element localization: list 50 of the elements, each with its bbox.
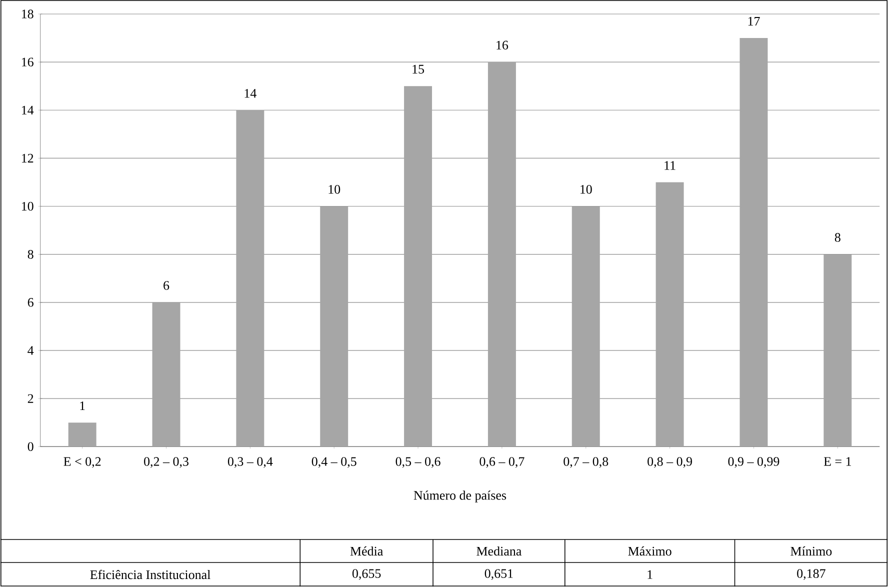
- x-axis-title: Número de países: [414, 490, 506, 502]
- data-label: 11: [664, 161, 676, 170]
- y-tick-label: 14: [22, 106, 34, 114]
- bar: [824, 254, 852, 447]
- text: Média: [350, 546, 383, 556]
- bar: [320, 206, 348, 447]
- y-tick-label: 0: [28, 442, 34, 452]
- data-label: 14: [244, 89, 256, 98]
- x-tick-label: 0,3 – 0,4: [228, 457, 273, 468]
- data-label: 6: [164, 281, 170, 290]
- data-label: 1: [80, 402, 85, 410]
- text: Máximo: [628, 546, 672, 556]
- y-tick-label: 18: [22, 10, 34, 18]
- text: Eficiência Institucional: [90, 570, 210, 580]
- y-tick-label: 6: [28, 298, 34, 307]
- bar: [740, 38, 768, 447]
- x-tick-label: E = 1: [824, 457, 851, 466]
- text: Mínimo: [790, 546, 832, 556]
- y-tick-label: 8: [28, 250, 34, 259]
- data-label: 8: [834, 233, 840, 242]
- bar: [236, 110, 264, 447]
- bar: [404, 86, 432, 447]
- data-label: 10: [580, 185, 592, 194]
- bar: [488, 62, 516, 447]
- x-tick-label: 0,8 – 0,9: [648, 457, 692, 468]
- x-tick-label: 0,2 – 0,3: [144, 457, 188, 468]
- data-label: 15: [412, 64, 424, 74]
- bar: [68, 422, 96, 447]
- data-label: 10: [328, 185, 340, 194]
- x-tick-label: 0,6 – 0,7: [480, 457, 524, 468]
- text: 0,651: [484, 569, 513, 580]
- y-tick-label: 2: [28, 394, 34, 403]
- text: 0,187: [797, 569, 826, 580]
- x-tick-label: E < 0,2: [64, 457, 101, 468]
- y-tick-label: 16: [22, 58, 34, 66]
- x-tick-label: 0,9 – 0,99: [728, 457, 780, 468]
- y-tick-label: 10: [22, 202, 34, 211]
- text: Mediana: [476, 546, 522, 556]
- x-tick-label: 0,7 – 0,8: [564, 457, 608, 468]
- text: 0,655: [352, 569, 381, 580]
- text: 1: [648, 570, 652, 579]
- bar: [656, 182, 684, 447]
- bar: [152, 302, 180, 447]
- x-tick-label: 0,4 – 0,5: [312, 457, 356, 468]
- data-label: 16: [496, 40, 508, 50]
- y-tick-label: 12: [22, 154, 34, 163]
- data-label: 17: [748, 16, 760, 26]
- y-tick-label: 4: [28, 346, 34, 355]
- bar: [572, 206, 600, 447]
- x-tick-label: 0,5 – 0,6: [396, 457, 440, 468]
